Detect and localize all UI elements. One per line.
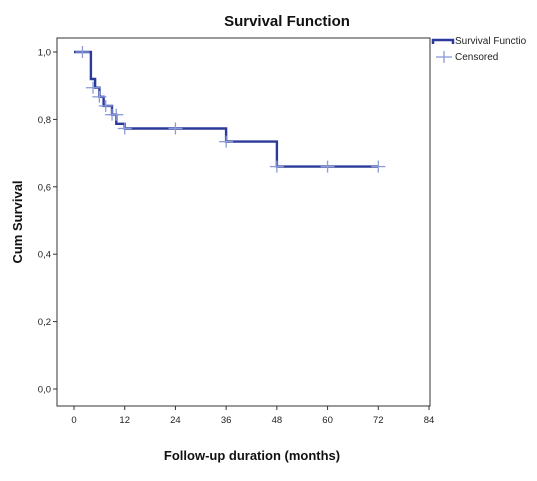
censored-marker	[92, 90, 107, 103]
legend-censored-plus-icon	[436, 51, 452, 63]
censored-marker	[117, 122, 132, 135]
y-tick-label: 0,6	[38, 182, 51, 193]
censored-marker	[98, 99, 113, 112]
legend: Survival Functio Censored	[431, 36, 527, 63]
chart-title: Survival Function	[224, 13, 350, 30]
legend-item-censored: Censored	[436, 51, 498, 63]
censored-marker	[371, 160, 386, 173]
censored-marker	[86, 81, 101, 94]
x-tick-label: 84	[424, 415, 435, 426]
legend-survival-line-icon	[431, 38, 455, 44]
x-tick-label: 36	[221, 415, 232, 426]
censored-markers	[75, 46, 386, 173]
censored-marker	[219, 135, 234, 148]
x-tick-label: 24	[170, 415, 181, 426]
plot-area-frame	[56, 37, 431, 407]
censored-marker	[109, 108, 124, 121]
x-tick-label: 0	[71, 415, 76, 426]
censored-marker	[320, 160, 335, 173]
legend-item-survival-function: Survival Functio	[431, 36, 527, 47]
y-tick-label: 0,4	[38, 250, 51, 261]
censored-marker	[168, 122, 183, 135]
x-axis: 0 12 24 36 48 60 72 84	[71, 406, 434, 426]
x-tick-label: 12	[119, 415, 130, 426]
x-axis-title: Follow-up duration (months)	[164, 448, 340, 463]
legend-label-censored: Censored	[455, 52, 498, 63]
x-tick-label: 60	[322, 415, 333, 426]
y-tick-label: 0,2	[38, 317, 51, 328]
x-tick-label: 48	[272, 415, 283, 426]
y-tick-label: 0,0	[38, 385, 51, 396]
y-axis-title: Cum Survival	[10, 180, 25, 263]
censored-marker	[75, 46, 90, 58]
y-axis: 0,0 0,2 0,4 0,6 0,8 1,0	[38, 48, 57, 396]
censored-marker	[269, 160, 284, 173]
y-tick-label: 0,8	[38, 115, 51, 126]
legend-label-survival-function: Survival Functio	[455, 36, 527, 47]
x-tick-label: 72	[373, 415, 384, 426]
y-tick-label: 1,0	[38, 48, 51, 59]
